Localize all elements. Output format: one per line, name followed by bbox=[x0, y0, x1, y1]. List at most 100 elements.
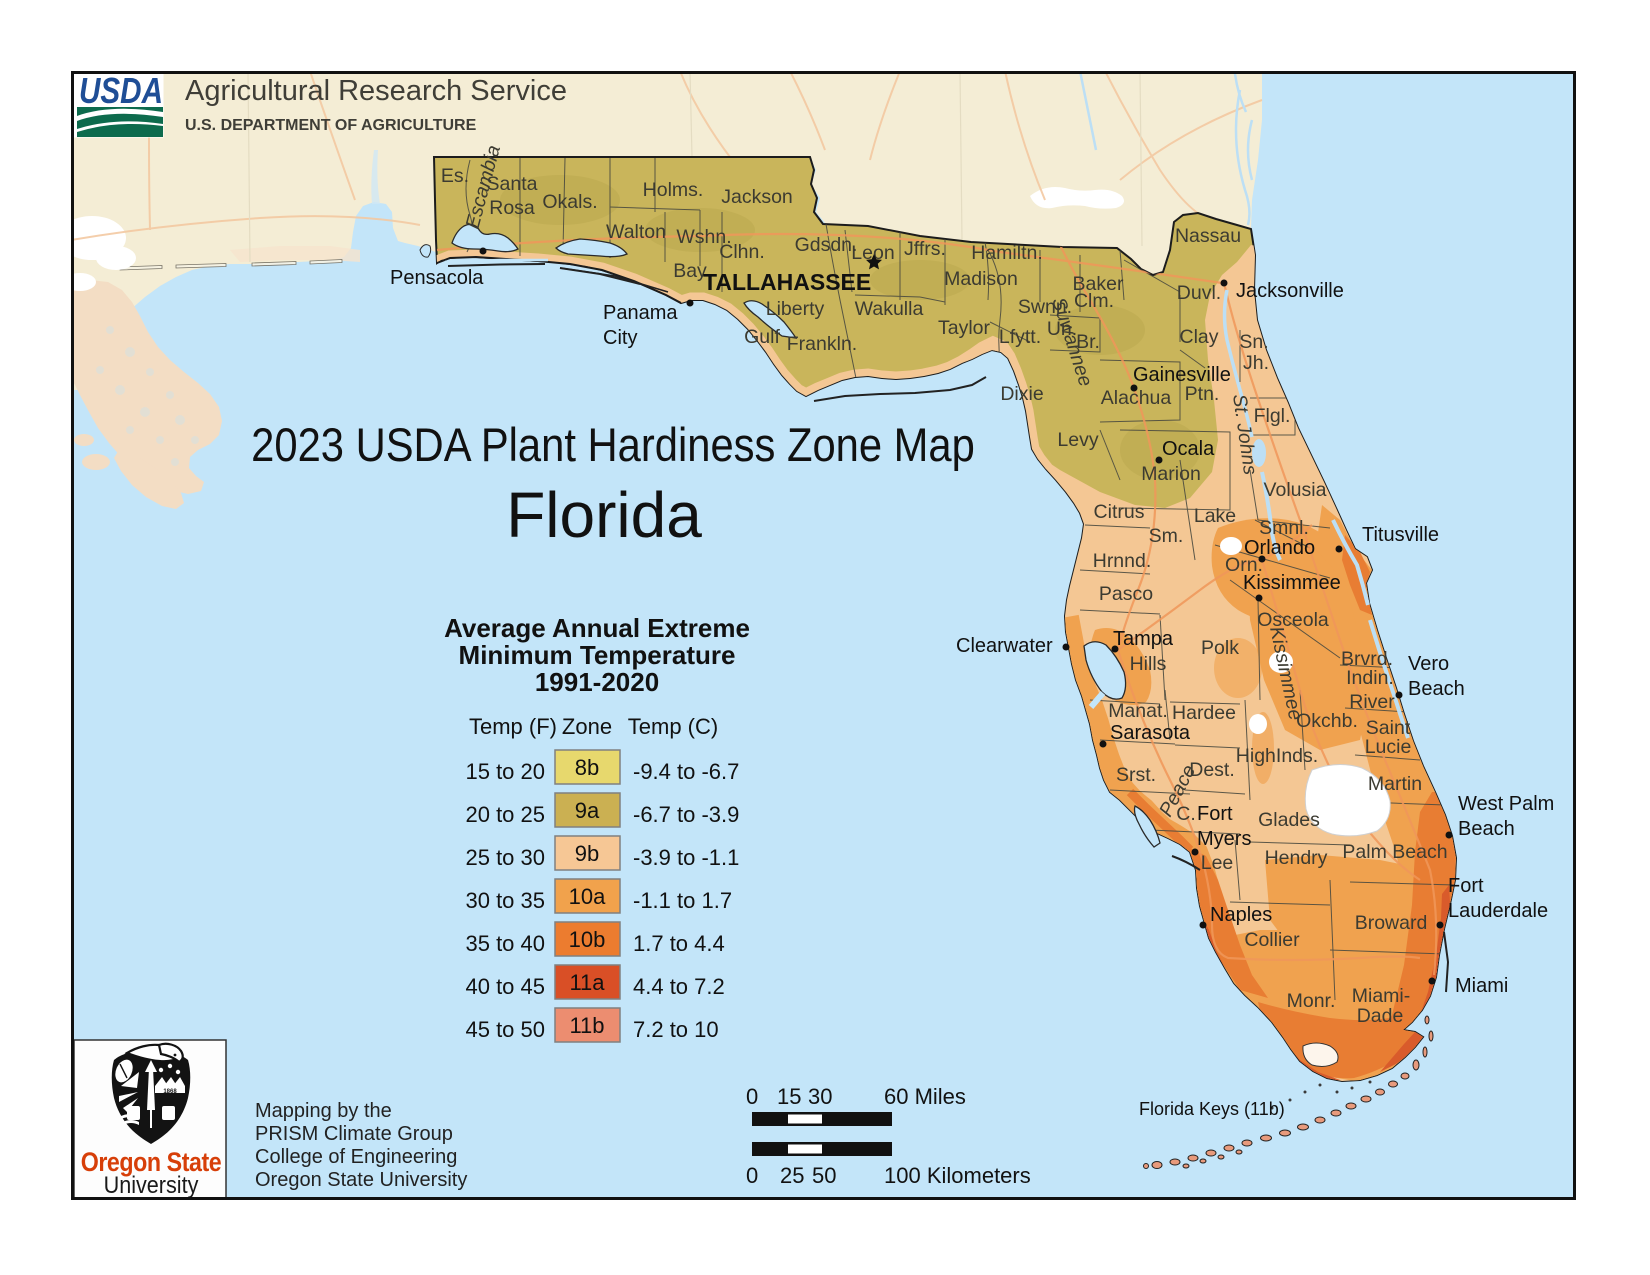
svg-text:Fort: Fort bbox=[1448, 875, 1484, 897]
svg-text:Martin: Martin bbox=[1368, 773, 1422, 795]
svg-text:9a: 9a bbox=[575, 798, 600, 823]
svg-text:Agricultural Research Service: Agricultural Research Service bbox=[185, 75, 567, 107]
svg-text:Wakulla: Wakulla bbox=[855, 298, 924, 320]
svg-text:Manat.: Manat. bbox=[1108, 700, 1168, 722]
svg-text:25: 25 bbox=[780, 1163, 804, 1188]
svg-text:Myers: Myers bbox=[1197, 828, 1251, 850]
svg-text:Es.: Es. bbox=[441, 165, 469, 187]
svg-text:10a: 10a bbox=[569, 884, 606, 909]
svg-text:Tampa: Tampa bbox=[1113, 628, 1174, 650]
svg-text:Frankln.: Frankln. bbox=[787, 333, 857, 355]
svg-text:River: River bbox=[1349, 691, 1395, 713]
svg-text:Gdsdn.: Gdsdn. bbox=[795, 234, 858, 256]
svg-text:Taylor: Taylor bbox=[938, 317, 991, 339]
svg-text:Flgl.: Flgl. bbox=[1254, 405, 1291, 427]
svg-text:Alachua: Alachua bbox=[1101, 387, 1172, 409]
svg-text:45 to 50: 45 to 50 bbox=[465, 1017, 545, 1042]
svg-text:Beach: Beach bbox=[1458, 818, 1515, 840]
svg-text:Hrnnd.: Hrnnd. bbox=[1093, 550, 1152, 572]
svg-text:1991-2020: 1991-2020 bbox=[535, 667, 659, 697]
svg-text:Pensacola: Pensacola bbox=[390, 267, 484, 289]
svg-text:8b: 8b bbox=[575, 755, 599, 780]
svg-text:TALLAHASSEE: TALLAHASSEE bbox=[703, 269, 871, 295]
svg-text:Naples: Naples bbox=[1210, 904, 1272, 926]
svg-text:Okchb.: Okchb. bbox=[1296, 710, 1358, 732]
svg-text:Liberty: Liberty bbox=[766, 298, 825, 320]
svg-text:Saint: Saint bbox=[1366, 717, 1411, 739]
svg-text:Jacksonville: Jacksonville bbox=[1236, 280, 1344, 302]
svg-text:Oregon State: Oregon State bbox=[81, 1147, 222, 1177]
svg-text:Beach: Beach bbox=[1408, 678, 1465, 700]
svg-text:Collier: Collier bbox=[1244, 929, 1300, 951]
svg-text:Miami: Miami bbox=[1455, 975, 1508, 997]
svg-text:Panama: Panama bbox=[603, 302, 678, 324]
svg-text:Oregon State University: Oregon State University bbox=[255, 1169, 467, 1191]
svg-text:City: City bbox=[603, 327, 637, 349]
svg-text:Ptn.: Ptn. bbox=[1185, 383, 1220, 405]
svg-text:Lee: Lee bbox=[1201, 852, 1234, 874]
svg-text:Kissimmee: Kissimmee bbox=[1243, 572, 1341, 594]
svg-text:Levy: Levy bbox=[1057, 429, 1098, 451]
svg-text:Hardee: Hardee bbox=[1172, 702, 1236, 724]
svg-text:Clm.: Clm. bbox=[1074, 290, 1114, 312]
svg-text:Hamiltn.: Hamiltn. bbox=[971, 242, 1043, 264]
svg-text:Sn.: Sn. bbox=[1239, 331, 1268, 353]
svg-text:Sm.: Sm. bbox=[1149, 525, 1184, 547]
svg-text:Florida Keys (11b): Florida Keys (11b) bbox=[1139, 1099, 1285, 1119]
svg-text:0: 0 bbox=[746, 1084, 758, 1109]
svg-text:Dest.: Dest. bbox=[1189, 759, 1235, 781]
svg-text:50: 50 bbox=[812, 1163, 836, 1188]
svg-text:West Palm: West Palm bbox=[1458, 793, 1554, 815]
svg-text:Lake: Lake bbox=[1194, 505, 1236, 527]
svg-text:Orlando: Orlando bbox=[1244, 537, 1315, 559]
svg-text:9b: 9b bbox=[575, 841, 599, 866]
svg-text:Santa: Santa bbox=[487, 173, 538, 195]
svg-text:Florida: Florida bbox=[506, 479, 702, 551]
svg-text:Baker: Baker bbox=[1073, 273, 1124, 295]
svg-text:4.4 to 7.2: 4.4 to 7.2 bbox=[633, 974, 725, 999]
svg-text:Bay: Bay bbox=[673, 260, 707, 282]
svg-text:Smnl.: Smnl. bbox=[1259, 517, 1309, 539]
svg-text:Walton: Walton bbox=[606, 221, 666, 243]
svg-text:Holms.: Holms. bbox=[643, 179, 704, 201]
svg-text:Okals.: Okals. bbox=[542, 191, 597, 213]
svg-text:Zone: Zone bbox=[562, 714, 612, 739]
svg-text:Orn.: Orn. bbox=[1225, 554, 1263, 576]
svg-text:Monr.: Monr. bbox=[1287, 990, 1336, 1012]
svg-text:Jh.: Jh. bbox=[1243, 352, 1269, 374]
svg-text:Temp (C): Temp (C) bbox=[628, 714, 718, 739]
svg-text:Clearwater: Clearwater bbox=[956, 635, 1053, 657]
svg-text:Fort: Fort bbox=[1197, 803, 1233, 825]
svg-text:Clay: Clay bbox=[1179, 326, 1218, 348]
svg-text:100 Kilometers: 100 Kilometers bbox=[884, 1163, 1031, 1188]
svg-text:Volusia: Volusia bbox=[1264, 479, 1327, 501]
svg-text:-3.9 to -1.1: -3.9 to -1.1 bbox=[633, 845, 739, 870]
svg-text:University: University bbox=[104, 1171, 199, 1198]
svg-text:Brvrd.: Brvrd. bbox=[1341, 648, 1393, 670]
svg-text:Jackson: Jackson bbox=[721, 186, 793, 208]
svg-text:15: 15 bbox=[777, 1084, 801, 1109]
svg-text:0: 0 bbox=[746, 1163, 758, 1188]
svg-text:Lauderdale: Lauderdale bbox=[1448, 900, 1548, 922]
svg-text:7.2 to 10: 7.2 to 10 bbox=[633, 1017, 719, 1042]
svg-text:Un.: Un. bbox=[1047, 318, 1077, 340]
svg-text:Broward: Broward bbox=[1355, 912, 1428, 934]
svg-text:Minimum Temperature: Minimum Temperature bbox=[459, 640, 736, 670]
svg-text:1.7 to 4.4: 1.7 to 4.4 bbox=[633, 931, 725, 956]
svg-text:Ocala: Ocala bbox=[1162, 438, 1215, 460]
svg-text:Wshn.: Wshn. bbox=[676, 226, 731, 248]
svg-text:Srst.: Srst. bbox=[1116, 764, 1156, 786]
svg-text:10b: 10b bbox=[569, 927, 606, 952]
svg-text:25 to 30: 25 to 30 bbox=[465, 845, 545, 870]
svg-text:30: 30 bbox=[808, 1084, 832, 1109]
svg-text:C.: C. bbox=[1176, 803, 1196, 825]
svg-text:Polk: Polk bbox=[1201, 637, 1239, 659]
svg-text:U.S. DEPARTMENT OF AGRICULTURE: U.S. DEPARTMENT OF AGRICULTURE bbox=[185, 117, 477, 134]
svg-text:Osceola: Osceola bbox=[1257, 609, 1329, 631]
svg-text:Hendry: Hendry bbox=[1265, 847, 1328, 869]
svg-text:1868: 1868 bbox=[163, 1089, 177, 1095]
svg-text:Miami-: Miami- bbox=[1352, 985, 1411, 1007]
svg-text:Clhn.: Clhn. bbox=[719, 241, 765, 263]
svg-text:Leon: Leon bbox=[851, 242, 894, 264]
svg-text:15 to 20: 15 to 20 bbox=[465, 759, 545, 784]
